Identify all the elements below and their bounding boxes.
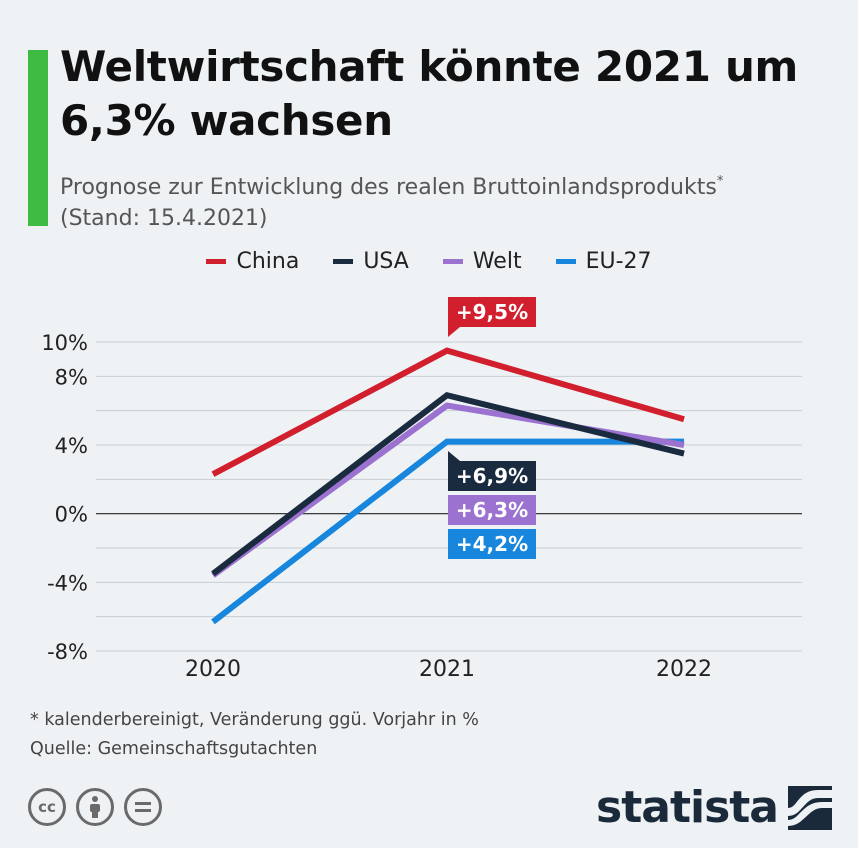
legend-swatch-usa <box>333 258 354 264</box>
legend-label-eu27: EU-27 <box>585 248 652 274</box>
footnote-block: * kalenderbereinigt, Veränderung ggü. Vo… <box>30 706 479 764</box>
legend-swatch-china <box>206 258 227 264</box>
subtitle-marker: * <box>716 174 724 189</box>
subtitle-text: Prognose zur Entwicklung des realen Brut… <box>60 175 717 200</box>
legend: China USA Welt EU-27 <box>0 246 858 276</box>
legend-item-china: China <box>206 246 299 276</box>
series-line-china <box>211 347 685 477</box>
chart-title: Weltwirtschaft könnte 2021 um 6,3% wachs… <box>60 42 799 145</box>
x-tick-label: 2021 <box>419 657 475 682</box>
subtitle-date: (Stand: 15.4.2021) <box>60 206 268 231</box>
by-person-icon[interactable] <box>76 788 114 826</box>
x-tick-label: 2022 <box>656 657 712 682</box>
statista-mark-icon <box>788 785 832 830</box>
data-label-box-welt <box>448 495 536 525</box>
data-label-usa: +6,9% <box>456 464 528 488</box>
license-icons: cc <box>28 788 162 826</box>
legend-label-usa: USA <box>363 248 409 274</box>
brand-name: statista <box>596 782 779 833</box>
y-tick-label: 4% <box>55 434 88 458</box>
nd-equals-icon[interactable] <box>124 788 162 826</box>
legend-swatch-eu27 <box>555 258 576 264</box>
y-tick-label: -8% <box>47 640 88 664</box>
y-tick-label: 10% <box>41 331 88 355</box>
legend-item-welt: Welt <box>442 246 522 276</box>
person-glyph <box>90 796 100 818</box>
source: Quelle: Gemeinschaftsgutachten <box>30 739 318 759</box>
data-label-pointer-china <box>448 327 460 337</box>
data-label-box-china <box>448 297 536 327</box>
legend-label-welt: Welt <box>472 248 522 274</box>
y-tick-label: 8% <box>55 365 88 389</box>
y-tick-label: 0% <box>55 503 88 527</box>
line-chart: -8% -4% 0% 4% 8% 10% 2020 2021 2022 +9,5% +6,9% +6,… <box>41 297 802 682</box>
legend-label-china: China <box>236 248 300 274</box>
series-line-usa <box>211 391 685 577</box>
legend-item-usa: USA <box>333 246 409 276</box>
x-tick-label: 2020 <box>185 657 241 682</box>
data-label-eu27: +4,2% <box>456 532 528 556</box>
data-label-pointer-usa <box>448 451 460 461</box>
y-tick-label: -4% <box>47 571 88 595</box>
legend-swatch-welt <box>442 258 463 264</box>
statista-logo[interactable]: statista <box>596 782 832 833</box>
cc-icon[interactable]: cc <box>28 788 66 826</box>
data-label-china: +9,5% <box>456 300 528 324</box>
data-label-box-usa <box>448 461 536 491</box>
footnote: * kalenderbereinigt, Veränderung ggü. Vo… <box>30 710 479 730</box>
accent-bar <box>28 50 48 226</box>
series-line-eu27 <box>211 438 684 625</box>
equals-glyph <box>135 802 151 812</box>
data-label-welt: +6,3% <box>456 498 528 522</box>
data-label-box-eu27 <box>448 529 536 559</box>
legend-item-eu27: EU-27 <box>555 246 652 276</box>
chart-subtitle: Prognose zur Entwicklung des realen Brut… <box>60 166 850 234</box>
